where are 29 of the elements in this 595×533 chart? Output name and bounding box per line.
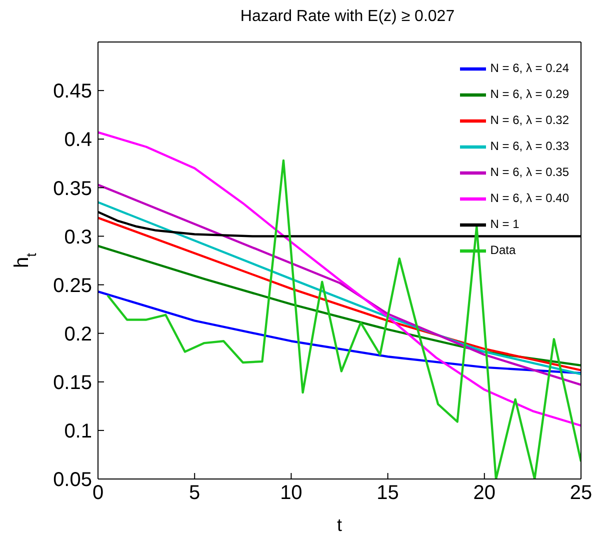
line-series [98,131,581,427]
legend-label: N = 6, λ = 0.35 [490,165,569,180]
y-tick-label: 0.1 [64,420,92,443]
chart-title: Hazard Rate with E(z) ≥ 0.027 [239,8,456,26]
y-tick-label: 0.05 [53,469,92,492]
legend-label: N = 1 [490,217,520,232]
x-tick-label: 5 [189,482,200,504]
legend-label: N = 6, λ = 0.24 [490,61,569,76]
line-series [98,244,581,366]
legend-label: N = 6, λ = 0.33 [490,139,569,154]
x-tick-label: 10 [280,482,302,504]
line-series [98,290,581,374]
y-tick-label: 0.25 [53,274,92,297]
x-tick-label: 15 [376,482,399,504]
x-tick-label: 25 [570,482,592,504]
x-tick-label: 0 [92,482,104,504]
legend-label: N = 6, λ = 0.40 [490,191,569,206]
y-tick-label: 0.45 [53,80,92,103]
x-tick-label: 20 [473,482,496,504]
legend-label: N = 6, λ = 0.29 [490,87,569,102]
x-axis-title: t [336,515,342,533]
y-tick-label: 0.35 [53,178,92,200]
y-tick-label: 0.3 [64,226,92,248]
y-tick-label: 0.2 [64,323,92,346]
legend-label: Data [490,243,516,258]
line-series [106,159,581,479]
y-tick-label: 0.15 [53,372,92,394]
y-tick-label: 0.4 [64,129,92,152]
legend-label: N = 6, λ = 0.32 [490,113,569,128]
